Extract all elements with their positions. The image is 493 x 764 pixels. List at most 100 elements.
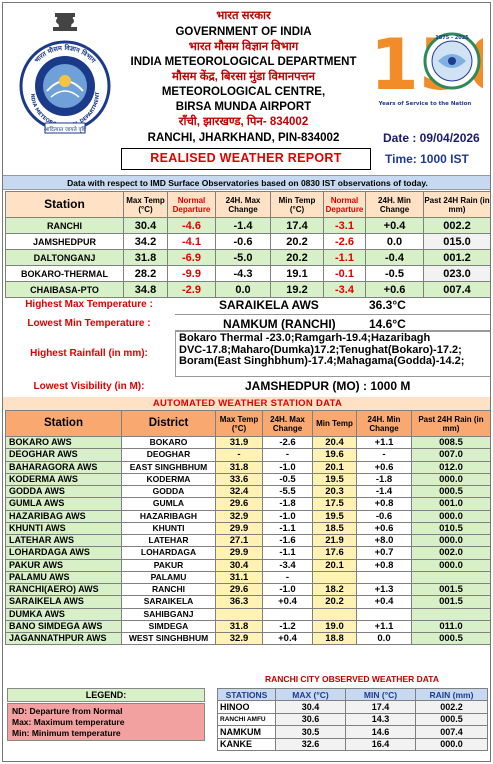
rain-line: DVC-17.8;Maharo(Dumka)17.2;Tenughat(Boka…: [179, 343, 462, 356]
highest-max-value: 36.3°C: [369, 298, 406, 312]
aws-max-temp: 32.4: [215, 484, 263, 499]
aws-min-change: +0.8: [356, 497, 412, 511]
address: RANCHI, JHARKHAND, PIN-834002: [147, 132, 340, 144]
aws-station-name: GODDA AWS: [5, 484, 122, 499]
aws-district: GODDA: [121, 484, 216, 499]
col-max-change: 24H. Max Change: [215, 191, 271, 218]
aws-min-temp: [312, 570, 357, 585]
aws-max-change: -1.2: [262, 619, 313, 634]
col-min-departure: Normal Departure: [323, 191, 366, 218]
col-max-temp: Max Temp (°C): [123, 191, 168, 218]
table-row: DEOGHAR AWS DEOGHAR - -19.6-007.0: [5, 448, 490, 462]
govt-title: GOVERNMENT OF INDIA: [175, 26, 312, 38]
col-station: Station: [5, 191, 124, 218]
max-departure: -4.6: [167, 217, 216, 234]
aws-station-name: PAKUR AWS: [5, 558, 122, 572]
min-change: -0.5: [365, 265, 424, 282]
legend-line: ND: Departure from Normal: [12, 706, 123, 716]
aws-district: SARAIKELA: [121, 595, 216, 609]
table-row: HAZARIBAG AWS HAZARIBAGH 32.9 -1.0 19.5 -0.6 0…: [5, 509, 490, 523]
lowest-visibility-label: Lowest Visibility (in M):: [33, 381, 145, 392]
max-change: 0.0: [215, 281, 271, 298]
rainfall: 007.4: [423, 281, 490, 298]
city-station-name: RANCHI AMFU: [217, 712, 276, 726]
aws-min-change: +0.4: [356, 595, 412, 609]
aws-rainfall: 001.5: [411, 595, 490, 609]
aws-col-station: Station: [5, 410, 122, 437]
aws-rainfall: 000.0: [411, 472, 490, 487]
hindi-centre: मौसम केंद्र, बिरसा मुंडा विमानपत्तन: [172, 71, 315, 83]
report-header: भारत मौसम विज्ञान विभाग INDIA METEOROLOG…: [3, 3, 490, 171]
min-change: -0.4: [365, 249, 424, 266]
aws-max-temp: [215, 607, 263, 621]
highest-max-station: SARAIKELA AWS: [219, 298, 319, 312]
rainfall: 001.2: [423, 249, 490, 266]
city-col-rain: RAIN (mm): [415, 688, 488, 701]
table-row: JAMSHEDPUR 34.2 -4.1 -0.6 20.2 -2.6 0.0 015.0: [5, 233, 490, 250]
aws-station-name: RANCHI(AERO) AWS: [5, 582, 122, 597]
min-departure: -3.1: [323, 217, 366, 234]
aws-max-change: -1.1: [262, 546, 313, 560]
max-temp: 28.2: [123, 265, 168, 282]
aws-district: HAZARIBAGH: [121, 509, 216, 523]
table-row: PALAMU AWS PALAMU 31.1-: [5, 570, 490, 585]
aws-min-change: +0.8: [356, 558, 412, 572]
surface-observatory-table: Station Max Temp (°C) Normal Departure 2…: [5, 191, 490, 298]
aws-district: KHUNTI: [121, 521, 216, 536]
dept-title: INDIA METEOROLOGICAL DEPARTMENT: [130, 56, 357, 68]
aws-station-name: KHUNTI AWS: [5, 521, 122, 536]
aws-district: SIMDEGA: [121, 619, 216, 634]
aws-min-temp: 20.4: [312, 435, 357, 450]
city-max-temp: 30.5: [275, 725, 346, 739]
aws-rainfall: 000.0: [411, 533, 490, 548]
aws-station-name: DUMKA AWS: [5, 607, 122, 621]
aws-max-change: +0.4: [262, 595, 313, 609]
rainfall: 023.0: [423, 265, 490, 282]
legend-line: Max: Maximum temperature: [12, 717, 125, 727]
aws-max-temp: 29.9: [215, 546, 263, 560]
report-title: REALISED WEATHER REPORT: [121, 148, 371, 170]
aws-rainfall: [411, 607, 490, 621]
aws-max-temp: -: [215, 448, 263, 462]
table-row: BAHARAGORA AWS EAST SINGHBHUM 31.8 -1.0 20.1…: [5, 460, 490, 474]
aws-station-name: SARAIKELA AWS: [5, 595, 122, 609]
table-row: DUMKA AWS SAHIBGANJ: [5, 607, 490, 621]
aws-min-change: 0.0: [356, 631, 412, 646]
aws-max-temp: 36.3: [215, 595, 263, 609]
aws-min-change: -1.8: [356, 472, 412, 487]
city-min-temp: 14.3: [345, 712, 416, 726]
city-col-min: MIN (°C): [345, 688, 416, 701]
station-name: RANCHI: [5, 217, 124, 234]
divider: [175, 330, 490, 331]
aws-max-temp: 29.6: [215, 582, 263, 597]
aws-rainfall: 010.5: [411, 521, 490, 536]
table-row: BANO SIMDEGA AWS SIMDEGA 31.8 -1.2 19.0 +1.1 0…: [5, 619, 490, 634]
aws-banner: AUTOMATED WEATHER STATION DATA: [3, 397, 490, 410]
city-rainfall: 000.0: [415, 737, 488, 751]
aws-col-max: Max Temp (°C): [215, 410, 263, 437]
table-row: BOKARO AWS BOKARO 31.9 -2.6 20.4 +1.1 008.5: [5, 435, 490, 450]
table-row: HINOO 30.4 17.4 002.2: [217, 700, 488, 714]
surface-data-banner: Data with respect to IMD Surface Observa…: [3, 175, 490, 190]
aws-min-change: +1.1: [356, 619, 412, 634]
table-row: DALTONGANJ 31.8 -6.9 -5.0 20.2 -1.1 -0.4 001.2: [5, 249, 490, 266]
aws-district: GUMLA: [121, 497, 216, 511]
report-date: Date : 09/04/2026: [383, 131, 480, 145]
highest-max-label: Highest Max Temperature :: [25, 299, 153, 310]
aws-min-temp: 20.1: [312, 460, 357, 474]
table-row: KODERMA AWS KODERMA 33.6 -0.5 19.5 -1.8 000.0: [5, 472, 490, 487]
max-change: -5.0: [215, 249, 271, 266]
legend-line: Min: Minimum temperature: [12, 728, 121, 738]
aws-max-change: -1.8: [262, 497, 313, 511]
aws-max-change: -: [262, 570, 313, 585]
min-temp: 20.2: [270, 249, 324, 266]
city-rainfall: 002.2: [415, 700, 488, 714]
table-row: BOKARO-THERMAL 28.2 -9.9 -4.3 19.1 -0.1 -0.5 02…: [5, 265, 490, 282]
aws-min-temp: 17.6: [312, 546, 357, 560]
aws-station-name: HAZARIBAG AWS: [5, 509, 122, 523]
table-row: LOHARDAGA AWS LOHARDAGA 29.9 -1.1 17.6 +0.7 00…: [5, 546, 490, 560]
min-temp: 19.1: [270, 265, 324, 282]
aws-min-temp: 19.5: [312, 472, 357, 487]
city-min-temp: 14.6: [345, 725, 416, 739]
